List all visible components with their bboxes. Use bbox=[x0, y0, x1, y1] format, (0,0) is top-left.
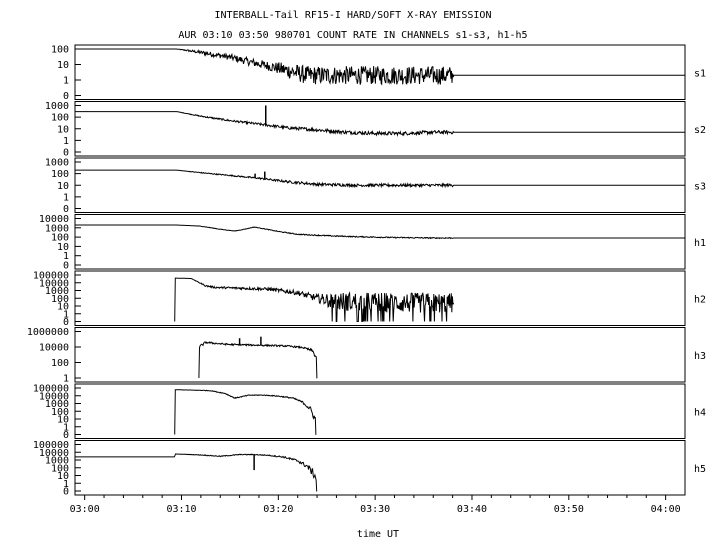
y-tick-label-h4: 0 bbox=[63, 430, 69, 441]
series-line-s1 bbox=[75, 48, 685, 86]
chart-title: INTERBALL-Tail RF15-I HARD/SOFT X-RAY EM… bbox=[215, 10, 492, 21]
panel-frame-h5 bbox=[74, 440, 686, 496]
x-tick-label: 03:00 bbox=[70, 504, 100, 515]
y-tick-label-h5: 100 bbox=[51, 463, 69, 474]
series-line-h5 bbox=[75, 453, 318, 492]
y-tick-label-h4: 1 bbox=[63, 422, 69, 433]
y-tick-label-s3: 100 bbox=[51, 169, 69, 180]
x-tick-label: 03:20 bbox=[263, 504, 293, 515]
y-tick-label-h5: 1000 bbox=[45, 456, 69, 467]
y-tick-label-h2: 1 bbox=[63, 309, 69, 320]
panel-label-s2: s2 bbox=[694, 125, 706, 136]
y-tick-label-h1: 100 bbox=[51, 233, 69, 244]
y-tick-label-h4: 10000 bbox=[39, 391, 69, 402]
y-tick-label-h3: 1000000 bbox=[27, 327, 69, 338]
series-line-h3 bbox=[198, 341, 318, 379]
y-tick-label-h5: 0 bbox=[63, 487, 69, 498]
y-tick-label-h5: 100000 bbox=[33, 440, 69, 451]
y-tick-label-h4: 1000 bbox=[45, 399, 69, 410]
y-tick-label-h1: 10000 bbox=[39, 214, 69, 225]
panel-frame-h4 bbox=[74, 383, 686, 439]
series-line-h1 bbox=[75, 224, 685, 240]
y-tick-label-s1: 0 bbox=[63, 91, 69, 102]
y-tick-label-h5: 10000 bbox=[39, 448, 69, 459]
x-axis: 03:00 03:10 03:20 03:30 03:40 03:50 04:00 bbox=[70, 495, 681, 515]
panels: 1001010s110001001010s210001001010s310000… bbox=[27, 44, 706, 498]
y-tick-label-h1: 0 bbox=[63, 261, 69, 272]
panel-label-h3: h3 bbox=[694, 351, 706, 362]
series-line-s3 bbox=[75, 169, 685, 189]
y-tick-label-h2: 100000 bbox=[33, 271, 69, 282]
panel-frame-h3 bbox=[74, 327, 686, 383]
panel-frame-h2 bbox=[74, 270, 686, 326]
y-tick-label-h5: 1 bbox=[63, 479, 69, 490]
y-tick-label-s1: 10 bbox=[57, 60, 69, 71]
y-tick-label-h1: 1 bbox=[63, 251, 69, 262]
y-tick-label-h3: 10000 bbox=[39, 343, 69, 354]
y-tick-label-s2: 0 bbox=[63, 148, 69, 159]
panel-label-h1: h1 bbox=[694, 238, 706, 249]
x-tick-label: 04:00 bbox=[651, 504, 681, 515]
panel-label-s1: s1 bbox=[694, 68, 706, 79]
y-tick-label-s3: 0 bbox=[63, 204, 69, 215]
panel-frame-s1 bbox=[74, 44, 686, 100]
panel-label-h4: h4 bbox=[694, 407, 706, 418]
y-tick-label-s3: 10 bbox=[57, 181, 69, 192]
series-line-h2 bbox=[174, 277, 455, 322]
y-tick-label-h2: 10 bbox=[57, 302, 69, 313]
panel-label-h5: h5 bbox=[694, 464, 706, 475]
y-tick-label-h2: 0 bbox=[63, 317, 69, 328]
y-tick-label-s2: 1000 bbox=[45, 101, 69, 112]
panel-frame-s2 bbox=[74, 101, 686, 157]
x-tick-label: 03:40 bbox=[457, 504, 487, 515]
y-tick-label-s2: 10 bbox=[57, 124, 69, 135]
y-tick-label-h2: 1000 bbox=[45, 286, 69, 297]
panel-h3: 1000000 10000 100 1 h3 bbox=[27, 327, 706, 385]
chart-subtitle: AUR 03:10 03:50 980701 COUNT RATE IN CHA… bbox=[178, 30, 527, 41]
panel-frame-h1 bbox=[74, 214, 686, 270]
y-tick-label-h1: 1000 bbox=[45, 223, 69, 234]
series-line-h4 bbox=[174, 389, 317, 435]
y-tick-label-s1: 100 bbox=[51, 45, 69, 56]
x-tick-label: 03:50 bbox=[554, 504, 584, 515]
y-tick-label-s1: 1 bbox=[63, 76, 69, 87]
y-tick-label-s3: 1000 bbox=[45, 158, 69, 169]
panel-label-h2: h2 bbox=[694, 294, 706, 305]
y-tick-label-s2: 1 bbox=[63, 136, 69, 147]
y-tick-label-h3: 100 bbox=[51, 358, 69, 369]
panel-label-s3: s3 bbox=[694, 181, 706, 192]
x-axis-label: time UT bbox=[357, 529, 399, 540]
y-tick-label-h3: 1 bbox=[63, 374, 69, 385]
series-line-s2 bbox=[75, 111, 685, 137]
x-tick-label: 03:10 bbox=[166, 504, 196, 515]
y-tick-label-h2: 100 bbox=[51, 294, 69, 305]
y-tick-label-h4: 100000 bbox=[33, 384, 69, 395]
y-tick-label-s2: 100 bbox=[51, 113, 69, 124]
x-tick-label: 03:30 bbox=[360, 504, 390, 515]
y-tick-label-h2: 10000 bbox=[39, 278, 69, 289]
y-tick-label-h4: 10 bbox=[57, 415, 69, 426]
y-tick-label-h4: 100 bbox=[51, 407, 69, 418]
y-tick-label-s3: 1 bbox=[63, 192, 69, 203]
y-tick-label-h5: 10 bbox=[57, 471, 69, 482]
y-tick-label-h1: 10 bbox=[57, 242, 69, 253]
